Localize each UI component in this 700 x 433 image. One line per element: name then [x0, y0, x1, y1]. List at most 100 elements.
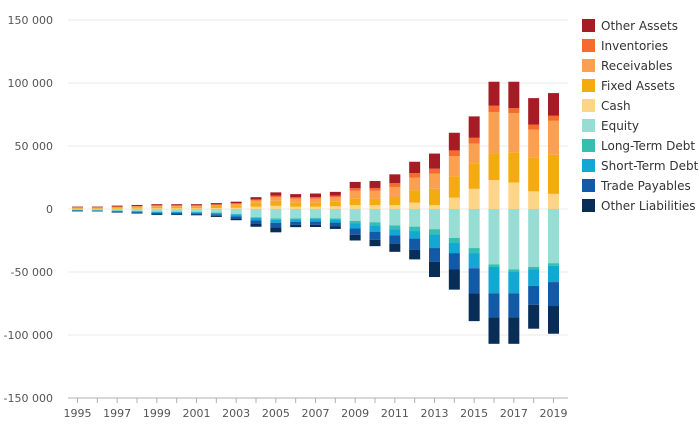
bar-trade-payables — [349, 228, 361, 235]
y-axis: 150 000 100 000 50 000 0 -50 000 -100 000 -150… — [4, 14, 53, 405]
bar-short-term-debt — [270, 219, 282, 223]
legend-label: Cash — [601, 99, 631, 113]
bar-short-term-debt — [369, 225, 381, 232]
legend-swatch — [582, 139, 595, 152]
bar-other-assets — [409, 161, 421, 174]
bar-fixed-assets — [528, 157, 540, 192]
bar-inventories — [369, 187, 381, 191]
legend-swatch — [582, 39, 595, 52]
bar-receivables — [290, 198, 302, 203]
bar-cash — [171, 208, 183, 209]
bar-long-term-debt — [528, 266, 540, 270]
bar-long-term-debt — [329, 218, 341, 220]
bar-other-liabilities — [508, 317, 520, 344]
legend-swatch — [582, 79, 595, 92]
bar-fixed-assets — [389, 197, 401, 206]
bar-trade-payables — [409, 238, 421, 250]
x-tick-label: 2009 — [341, 407, 369, 420]
bar-trade-payables — [131, 212, 143, 213]
bar-equity — [210, 209, 222, 213]
bar-fixed-assets — [409, 190, 421, 203]
bar-fixed-assets — [210, 205, 222, 209]
bar-long-term-debt — [409, 226, 421, 232]
bar-fixed-assets — [111, 207, 123, 209]
bar-cash — [528, 191, 540, 209]
bar-receivables — [210, 204, 222, 206]
legend-swatch — [582, 119, 595, 132]
bar-other-liabilities — [290, 224, 302, 228]
bar-inventories — [230, 203, 242, 204]
bar-other-liabilities — [210, 215, 222, 217]
bar-receivables — [389, 186, 401, 198]
bar-trade-payables — [369, 231, 381, 240]
bar-other-liabilities — [468, 293, 480, 322]
x-tick-label: 2017 — [500, 407, 528, 420]
bar-receivables — [349, 190, 361, 199]
bar-receivables — [369, 190, 381, 199]
bar-trade-payables — [310, 221, 321, 225]
x-axis: 1995 1997 1999 2001 2003 2005 2007 2009 2011 2013… — [64, 397, 568, 420]
bar-other-liabilities — [369, 239, 381, 247]
x-tick-label: 1997 — [103, 407, 131, 420]
x-tick-label: 2001 — [183, 407, 211, 420]
bar-receivables — [171, 205, 183, 207]
bar-short-term-debt — [528, 269, 540, 286]
bar-equity — [369, 209, 381, 223]
bar-inventories — [409, 173, 421, 178]
bar-short-term-debt — [448, 243, 460, 254]
bar-equity — [310, 209, 321, 218]
x-tick-label: 2011 — [381, 407, 409, 420]
bar-trade-payables — [548, 282, 559, 307]
bar-equity — [508, 209, 520, 270]
bar-long-term-debt — [369, 222, 381, 226]
bar-other-liabilities — [270, 227, 282, 233]
x-tick-label: 2007 — [302, 407, 330, 420]
bar-equity — [191, 209, 202, 212]
bar-other-assets — [210, 203, 222, 205]
legend-label: Receivables — [601, 59, 673, 73]
bar-trade-payables — [91, 210, 103, 212]
bar-other-assets — [448, 132, 460, 151]
bar-other-assets — [72, 206, 83, 208]
bar-other-assets — [91, 206, 103, 208]
bar-receivables — [310, 198, 321, 203]
bar-equity — [488, 209, 500, 265]
x-tick-label: 2005 — [262, 407, 290, 420]
bar-receivables — [270, 197, 282, 201]
bar-cash — [369, 205, 381, 209]
bar-cash — [548, 193, 559, 209]
bar-receivables — [72, 207, 83, 208]
bar-short-term-debt — [111, 210, 123, 212]
bar-long-term-debt — [429, 229, 440, 235]
bar-trade-payables — [429, 248, 440, 262]
bar-receivables — [111, 206, 123, 208]
bar-receivables — [329, 197, 341, 202]
bar-fixed-assets — [191, 206, 202, 209]
bar-fixed-assets — [250, 202, 262, 207]
bar-other-liabilities — [488, 317, 500, 344]
bar-short-term-debt — [389, 229, 401, 236]
bar-cash — [329, 206, 341, 209]
bar-receivables — [468, 143, 480, 164]
legend-label: Inventories — [601, 39, 668, 53]
bar-receivables — [131, 206, 143, 208]
bar-other-liabilities — [310, 224, 321, 228]
bar-equity — [409, 209, 421, 227]
bar-inventories — [508, 108, 520, 114]
legend-label: Trade Payables — [600, 179, 691, 193]
x-tick-label: 2013 — [421, 407, 449, 420]
bar-fixed-assets — [329, 201, 341, 207]
bar-other-assets — [290, 194, 302, 198]
bar-equity — [131, 209, 143, 211]
bar-fixed-assets — [310, 202, 321, 207]
bar-inventories — [171, 205, 183, 206]
bar-receivables — [429, 173, 440, 189]
legend-swatch — [582, 179, 595, 192]
bar-fixed-assets — [508, 152, 520, 183]
y-tick-label: -50 000 — [11, 266, 53, 279]
bar-other-assets — [230, 201, 242, 204]
bar-short-term-debt — [210, 212, 222, 215]
bar-trade-payables — [468, 268, 480, 294]
bar-trade-payables — [290, 221, 302, 225]
